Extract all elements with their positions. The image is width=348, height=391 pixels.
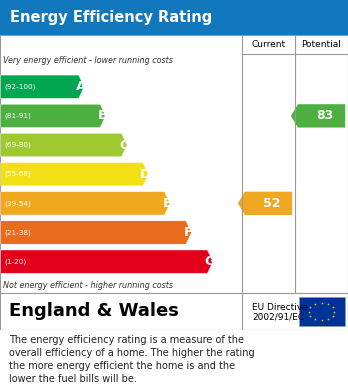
Text: Current: Current [251, 40, 286, 49]
Text: England & Wales: England & Wales [9, 303, 179, 321]
Polygon shape [1, 250, 213, 273]
Text: 2002/91/EC: 2002/91/EC [252, 312, 304, 321]
Text: A: A [76, 80, 87, 93]
Text: C: C [120, 138, 129, 152]
Text: F: F [184, 226, 193, 239]
Polygon shape [1, 75, 84, 99]
Polygon shape [1, 192, 170, 215]
Text: Energy Efficiency Rating: Energy Efficiency Rating [10, 10, 213, 25]
Text: 83: 83 [316, 109, 334, 122]
Text: D: D [140, 168, 151, 181]
Text: Not energy efficient - higher running costs: Not energy efficient - higher running co… [3, 281, 174, 290]
Text: (92-100): (92-100) [5, 84, 36, 90]
Text: B: B [98, 109, 108, 122]
Text: The energy efficiency rating is a measure of the
overall efficiency of a home. T: The energy efficiency rating is a measur… [9, 335, 254, 384]
Text: G: G [205, 255, 216, 268]
Polygon shape [291, 104, 345, 127]
Text: (69-80): (69-80) [5, 142, 31, 148]
Text: 52: 52 [263, 197, 281, 210]
Text: E: E [163, 197, 172, 210]
Text: (39-54): (39-54) [5, 200, 31, 206]
Text: EU Directive: EU Directive [252, 303, 308, 312]
Polygon shape [238, 192, 292, 215]
Polygon shape [1, 163, 149, 186]
Text: (81-91): (81-91) [5, 113, 31, 119]
Text: (1-20): (1-20) [5, 258, 27, 265]
Polygon shape [1, 133, 127, 157]
Text: Very energy efficient - lower running costs: Very energy efficient - lower running co… [3, 56, 173, 65]
Text: (55-68): (55-68) [5, 171, 31, 178]
Text: Potential: Potential [302, 40, 341, 49]
Text: (21-38): (21-38) [5, 229, 31, 236]
Bar [299, 297, 345, 326]
Polygon shape [1, 104, 106, 127]
Polygon shape [1, 221, 191, 244]
